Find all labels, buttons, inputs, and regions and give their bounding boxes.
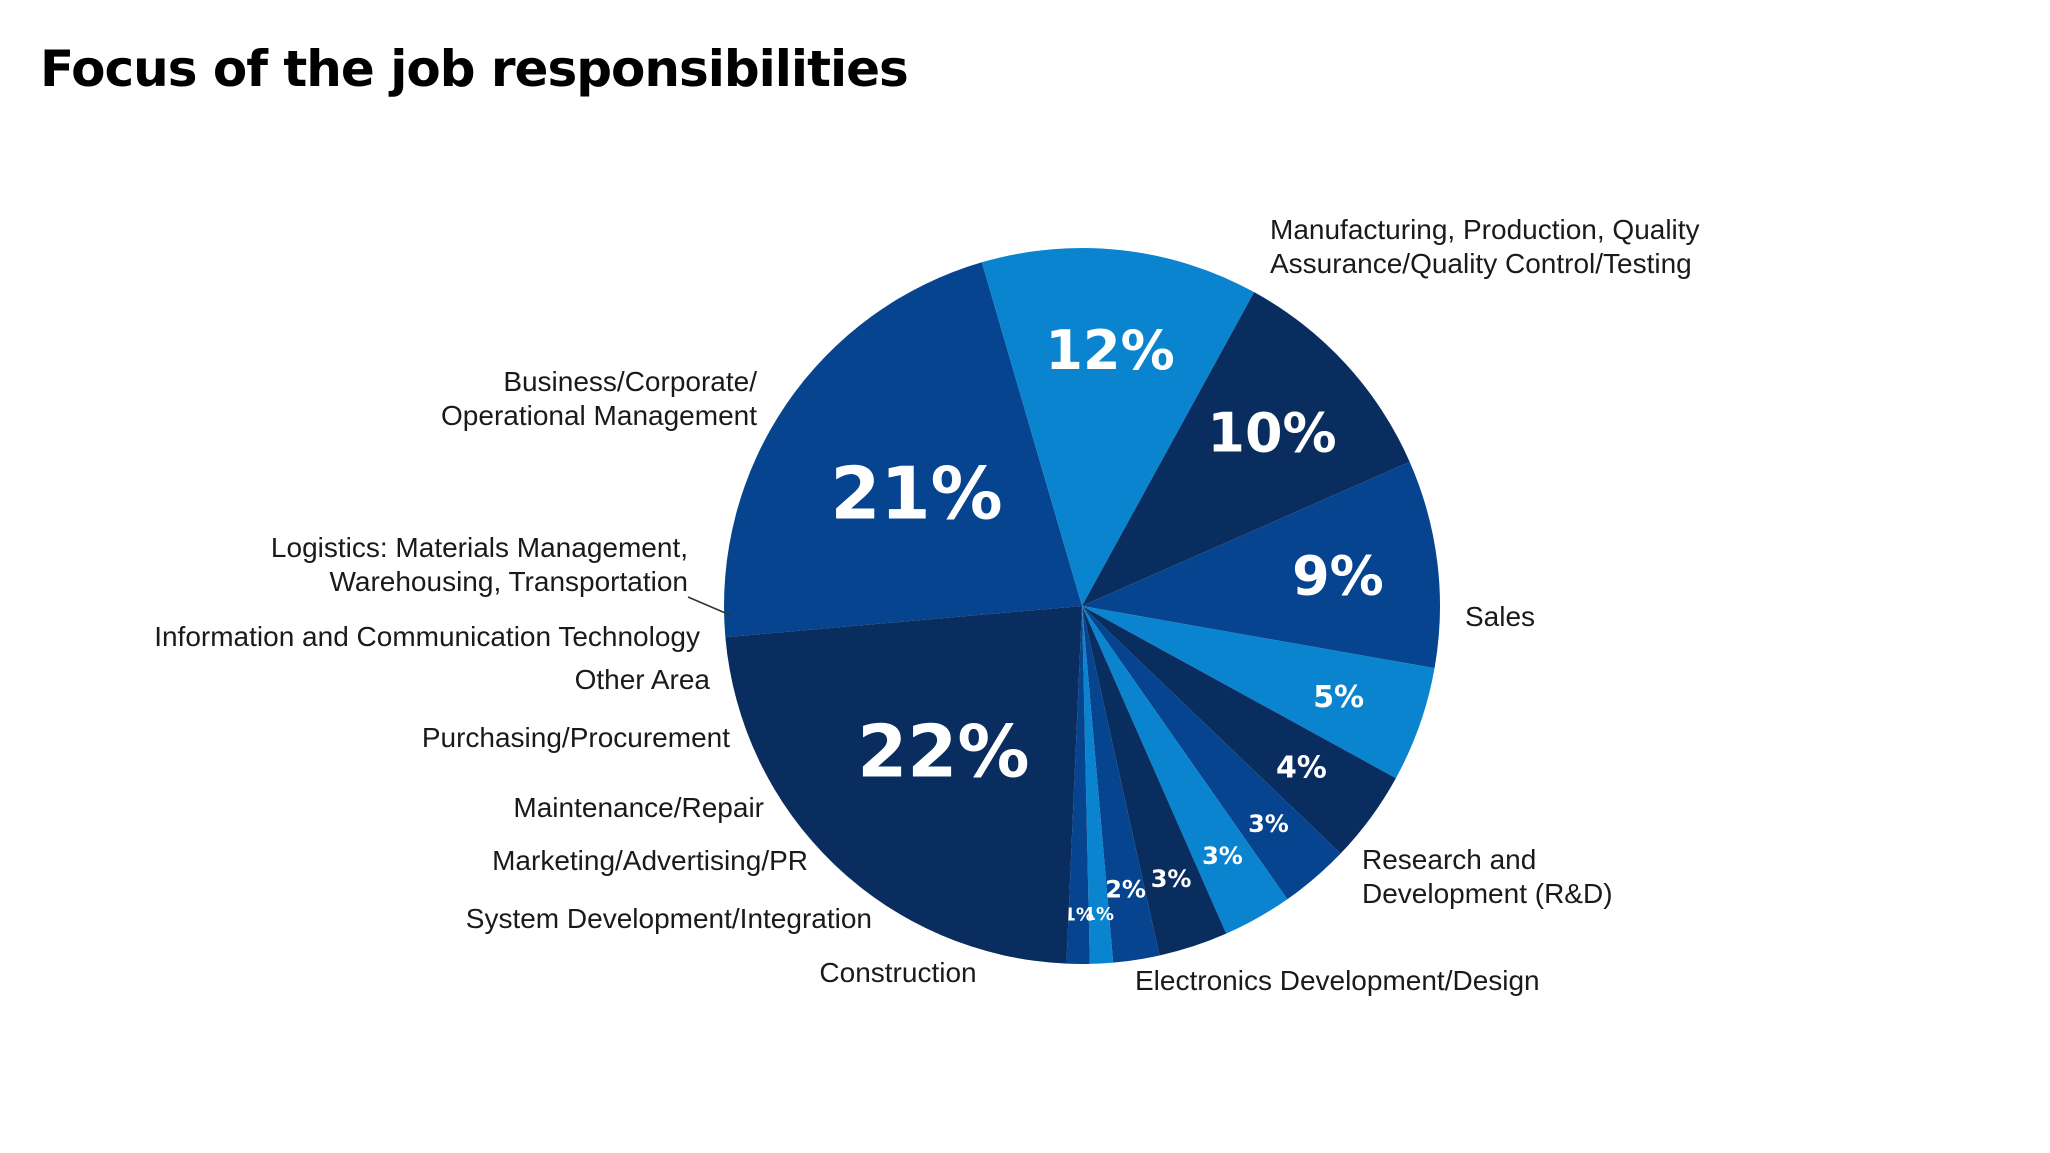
- slice-category-label: Research and Development (R&D): [1362, 844, 1613, 909]
- slice-value-label: 22%: [857, 710, 1029, 794]
- pie-slice: [981, 248, 1255, 606]
- pie-slice: [1082, 606, 1227, 956]
- slice-category-label: Maintenance/Repair: [513, 792, 764, 823]
- pie-slice: [1066, 606, 1090, 964]
- slice-value-label: 12%: [1045, 319, 1174, 382]
- slice-value-label: 3%: [1202, 842, 1243, 870]
- slice-category-label: Electronics Development/Design: [1135, 965, 1540, 996]
- slice-value-label: 3%: [1248, 810, 1289, 838]
- slice-category-label: Logistics: Materials Management, Warehous…: [271, 532, 688, 597]
- pie-slice: [724, 262, 1082, 638]
- slice-value-label: 9%: [1292, 545, 1384, 608]
- pie-slice: [1082, 606, 1341, 900]
- slice-category-label: Other Area: [575, 664, 711, 695]
- slice-value-label: 4%: [1276, 751, 1327, 786]
- slice-value-label: 5%: [1313, 680, 1364, 715]
- pie-slice: [725, 606, 1082, 964]
- slice-value-label: 21%: [830, 452, 1002, 536]
- pie-slice: [1082, 606, 1160, 963]
- slice-value-label: 10%: [1207, 401, 1336, 464]
- slice-value-label: 1%: [1084, 904, 1115, 925]
- slice-category-label: Construction: [819, 957, 976, 988]
- slice-category-label: Sales: [1465, 601, 1535, 632]
- label-leader-line: [687, 596, 731, 616]
- slice-value-label: 3%: [1151, 865, 1192, 893]
- chart-title: Focus of the job responsibilities: [40, 40, 909, 98]
- slice-value-label: 2%: [1105, 876, 1146, 904]
- pie-slice: [1082, 606, 1396, 854]
- slice-category-label: Manufacturing, Production, Quality Assura…: [1270, 214, 1700, 279]
- slice-category-label: System Development/Integration: [466, 903, 872, 934]
- slice-category-label: Business/Corporate/Operational Managemen…: [441, 366, 757, 431]
- pie-slice: [1082, 606, 1114, 964]
- slice-value-label: 1%: [1063, 904, 1094, 925]
- slice-category-label: Information and Communication Technology: [154, 621, 700, 652]
- pie-slice: [1082, 292, 1410, 606]
- slice-category-label: Marketing/Advertising/PR: [492, 845, 808, 876]
- slice-category-label: Purchasing/Procurement: [422, 722, 730, 753]
- pie-slice: [1082, 461, 1441, 669]
- pie-slice: [1082, 606, 1288, 934]
- pie-slice: [1082, 606, 1435, 779]
